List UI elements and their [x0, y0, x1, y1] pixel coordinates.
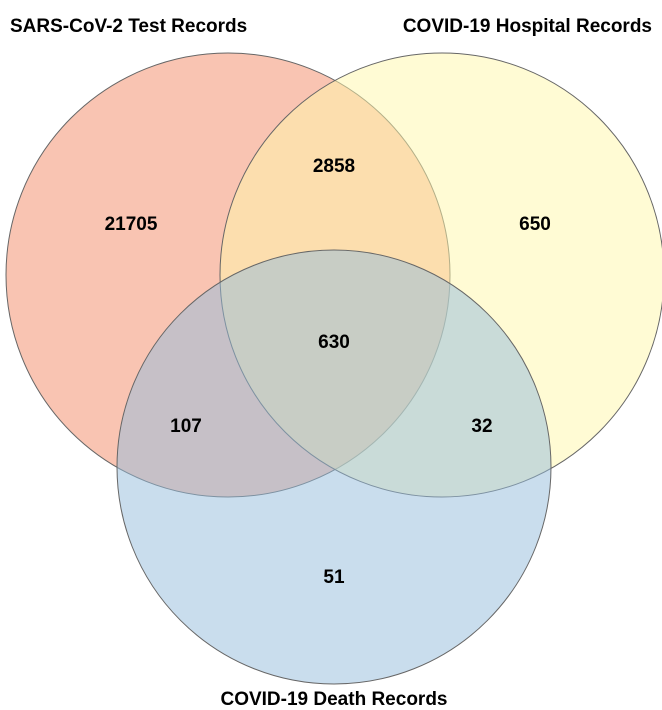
count-hospital-only: 650: [519, 214, 551, 235]
label-covid-19-hospital: COVID-19 Hospital Records: [403, 16, 652, 37]
count-hospital-death: 32: [471, 416, 492, 437]
label-covid-19-death: COVID-19 Death Records: [220, 689, 447, 710]
count-test-only: 21705: [105, 214, 158, 235]
label-sars-cov-2-test: SARS-CoV-2 Test Records: [10, 16, 247, 37]
circle-covid-19-death: [116, 249, 552, 685]
count-all-three: 630: [318, 332, 350, 353]
count-test-hospital: 2858: [313, 156, 355, 177]
count-test-death: 107: [170, 416, 202, 437]
count-death-only: 51: [323, 567, 345, 588]
